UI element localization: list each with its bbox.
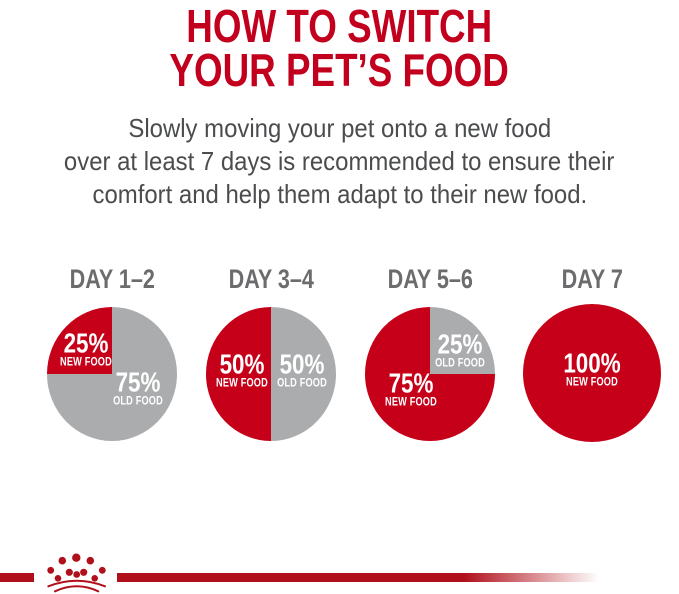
slice-label-new-food: 50% NEW FOOD (216, 348, 269, 391)
subtitle-line-3: comfort and help them adapt to their new… (92, 179, 587, 209)
slice-label-new-food: 25% NEW FOOD (60, 327, 112, 369)
slice-percent: 25% (437, 328, 483, 360)
slice-percent: 50% (279, 348, 325, 380)
slice-percent: 75% (115, 366, 161, 398)
slice-percent: 50% (219, 348, 265, 380)
pie-chart-day-3-4: 50% NEW FOOD 50% OLD FOOD (206, 307, 336, 441)
slice-name: NEW FOOD (384, 396, 437, 409)
day-label-5-6: DAY 5–6 (387, 264, 473, 294)
slice-label-old-food: 50% OLD FOOD (277, 348, 328, 391)
slice-label-old-food: 25% OLD FOOD (434, 328, 485, 371)
subtitle-line-1: Slowly moving your pet onto a new food (128, 113, 551, 143)
subtitle-line-2: over at least 7 days is recommended to e… (64, 146, 615, 176)
slice-percent: 25% (63, 327, 109, 359)
day-label-7: DAY 7 (561, 264, 623, 294)
pie-chart-day-7: 100% NEW FOOD (523, 304, 661, 442)
page-title-line-2: YOUR PET’S FOOD (169, 44, 510, 96)
day-label-3-4: DAY 3–4 (228, 264, 314, 294)
slice-label-new-food: 75% NEW FOOD (384, 367, 437, 410)
page-title-line-1: HOW TO SWITCH (186, 0, 493, 52)
day-label-1-2: DAY 1–2 (69, 264, 155, 294)
page-title: HOW TO SWITCH YOUR PET’S FOOD (0, 0, 679, 96)
subtitle-text: Slowly moving your pet onto a new food o… (0, 112, 679, 211)
day-column-1-2: DAY 1–2 25% NEW FOOD 75% OLD FOOD (32, 264, 192, 441)
footer-bar-right-segment (117, 573, 599, 582)
slice-name: NEW FOOD (60, 356, 112, 369)
slice-name: NEW FOOD (566, 376, 618, 389)
day-column-3-4: DAY 3–4 50% NEW FOOD 50% OLD FOOD (191, 264, 351, 441)
slice-name: OLD FOOD (113, 395, 163, 408)
pie-chart-day-5-6: 25% OLD FOOD 75% NEW FOOD (365, 307, 495, 441)
slice-percent: 75% (388, 367, 433, 399)
day-column-7: DAY 7 100% NEW FOOD (512, 264, 672, 442)
slice-name: NEW FOOD (216, 377, 269, 390)
footer-bar-left-segment (0, 573, 34, 582)
slice-name: OLD FOOD (434, 357, 485, 370)
pie-chart-day-1-2: 25% NEW FOOD 75% OLD FOOD (47, 307, 177, 441)
slice-percent: 100% (563, 347, 621, 379)
day-column-5-6: DAY 5–6 25% OLD FOOD 75% NEW FOOD (350, 264, 510, 441)
slice-label-old-food: 75% OLD FOOD (113, 366, 163, 408)
royal-canin-crown-icon (47, 553, 106, 593)
slice-name: OLD FOOD (277, 377, 328, 390)
slice-label-new-food: 100% NEW FOOD (563, 347, 621, 390)
